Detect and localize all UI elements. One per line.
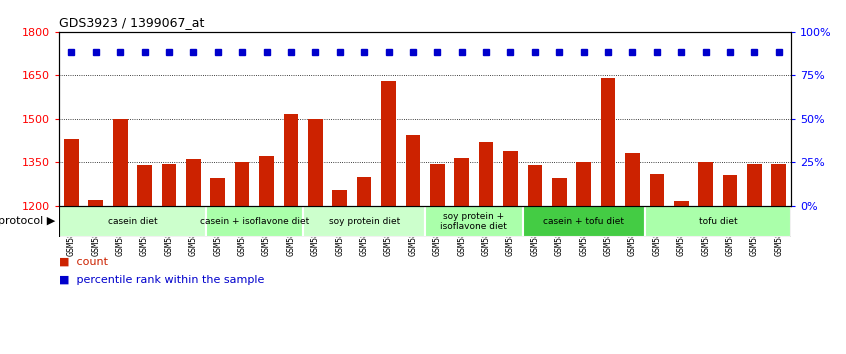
Text: soy protein +
isoflavone diet: soy protein + isoflavone diet: [441, 212, 508, 231]
Text: protocol ▶: protocol ▶: [0, 216, 55, 227]
Text: casein + tofu diet: casein + tofu diet: [543, 217, 624, 226]
Bar: [625, 154, 640, 206]
Bar: [601, 78, 615, 206]
Bar: [235, 162, 250, 206]
Bar: [259, 156, 274, 206]
Bar: [747, 164, 761, 206]
Bar: [454, 158, 469, 206]
Bar: [332, 190, 347, 206]
Bar: [89, 200, 103, 206]
Bar: [303, 206, 425, 237]
Bar: [479, 142, 493, 206]
Bar: [64, 139, 79, 206]
Bar: [162, 164, 176, 206]
Bar: [430, 164, 445, 206]
Bar: [698, 162, 713, 206]
Bar: [576, 162, 591, 206]
Bar: [503, 150, 518, 206]
Bar: [645, 206, 791, 237]
Bar: [650, 174, 664, 206]
Bar: [674, 201, 689, 206]
Bar: [283, 114, 299, 206]
Bar: [59, 206, 206, 237]
Text: casein + isoflavone diet: casein + isoflavone diet: [200, 217, 309, 226]
Bar: [308, 119, 322, 206]
Bar: [186, 159, 201, 206]
Text: GDS3923 / 1399067_at: GDS3923 / 1399067_at: [59, 16, 205, 29]
Bar: [357, 177, 371, 206]
Bar: [206, 206, 303, 237]
Text: casein diet: casein diet: [107, 217, 157, 226]
Bar: [552, 178, 567, 206]
Text: tofu diet: tofu diet: [699, 217, 737, 226]
Bar: [405, 135, 420, 206]
Bar: [722, 175, 738, 206]
Bar: [425, 206, 523, 237]
Bar: [772, 164, 786, 206]
Text: ■  percentile rank within the sample: ■ percentile rank within the sample: [59, 275, 265, 285]
Bar: [523, 206, 645, 237]
Bar: [113, 119, 128, 206]
Bar: [382, 81, 396, 206]
Text: soy protein diet: soy protein diet: [328, 217, 400, 226]
Text: ■  count: ■ count: [59, 257, 108, 267]
Bar: [137, 165, 152, 206]
Bar: [528, 165, 542, 206]
Bar: [211, 178, 225, 206]
